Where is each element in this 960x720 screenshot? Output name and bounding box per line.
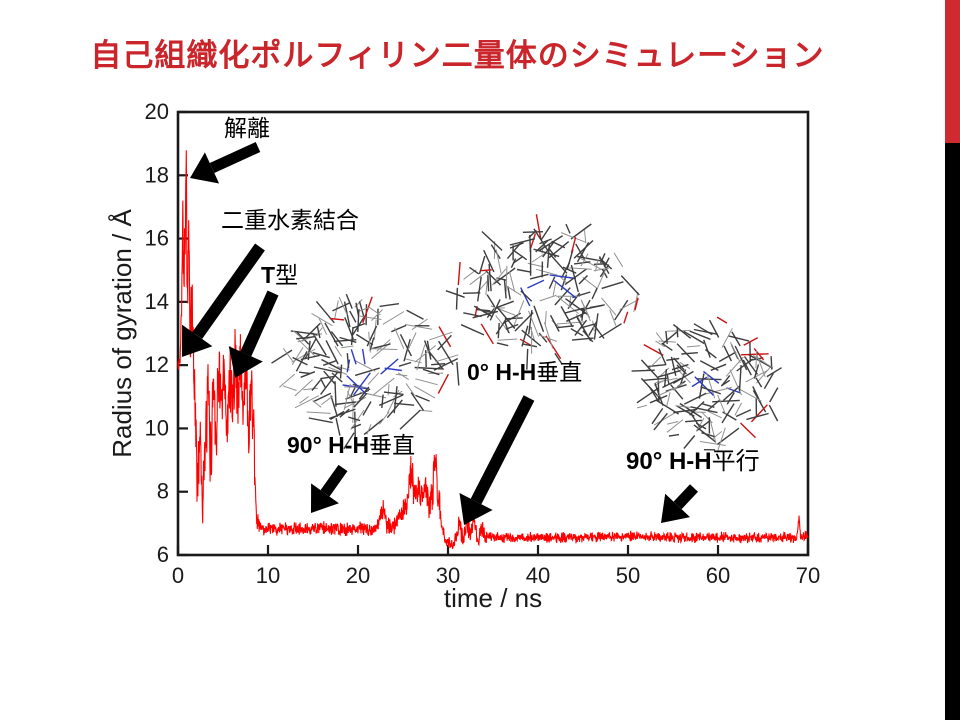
y-tick-label: 12 (145, 352, 169, 377)
porphyrin-dimer-90deg-HH-parallel-structure-image (631, 316, 782, 453)
annotation-arrow-shaft (673, 484, 699, 510)
slide-accent-red-bar (945, 0, 960, 143)
annotation-normal-text: 解離 (224, 115, 270, 141)
y-tick-label: 18 (145, 162, 169, 187)
annotation-arrow-shaft (240, 290, 279, 357)
y-tick-label: 10 (145, 415, 169, 440)
x-tick-label: 70 (796, 563, 820, 588)
annotation-arrow-head (311, 483, 339, 513)
x-tick-label: 50 (616, 563, 640, 588)
x-tick-label: 10 (256, 563, 280, 588)
x-axis-label: time / ns (444, 583, 542, 613)
y-tick-label: 14 (145, 289, 169, 314)
slide-accent-black-bar (945, 143, 960, 720)
annotation-strong-text: T (261, 262, 276, 288)
annotation-strong-text: 0° H-H (467, 359, 537, 385)
annotation-normal-text: 型 (275, 262, 299, 288)
annotation-normal-text: 垂直 (369, 432, 416, 458)
annotation-normal-text: 平行 (711, 448, 760, 475)
y-tick-label: 20 (145, 99, 169, 124)
x-tick-label: 20 (346, 563, 370, 588)
x-tick-label: 30 (436, 563, 460, 588)
annotation-strong-text: 90° H-H (287, 432, 370, 458)
slide-title: 自己組織化ポルフィリン二量体のシミュレーション (90, 38, 825, 73)
annotation-strong-text: 90° H-H (626, 448, 712, 475)
x-tick-label: 60 (706, 563, 730, 588)
porphyrin-dimer-0deg-HH-perpendicular-structure-image (445, 214, 640, 370)
annotation-arrow-head (182, 324, 213, 357)
y-tick-label: 8 (157, 479, 169, 504)
porphyrin-dimer-90deg-HH-perpendicular-structure-image (271, 293, 460, 450)
annotation-arrow-shaft (470, 395, 535, 505)
annotation-label-3: 90° H-H垂直 (287, 432, 416, 458)
y-tick-label: 16 (145, 226, 169, 251)
annotation-label-2: T型 (261, 262, 299, 288)
radius-of-gyration-trace (177, 150, 809, 550)
annotation-arrow-head (190, 152, 220, 184)
annotation-label-5: 90° H-H平行 (626, 448, 760, 475)
annotation-label-4: 0° H-H垂直 (467, 359, 583, 385)
x-tick-label: 0 (172, 563, 184, 588)
annotation-arrow-shaft (209, 141, 261, 173)
annotation-arrow-head (661, 493, 690, 523)
plot-frame (176, 110, 810, 557)
y-axis-label: Radius of gyration / Å (107, 209, 137, 458)
annotation-arrow-head (228, 346, 263, 378)
annotation-label-0: 解離 (224, 115, 270, 141)
annotation-arrow-shaft (192, 243, 265, 339)
annotation-normal-text: 二重水素結合 (221, 207, 359, 233)
y-tick-label: 6 (157, 542, 169, 567)
x-tick-label: 40 (526, 563, 550, 588)
annotation-arrow-shaft (320, 464, 348, 497)
annotation-label-1: 二重水素結合 (221, 207, 359, 233)
annotation-normal-text: 垂直 (536, 359, 583, 385)
annotation-arrow-head (459, 493, 493, 525)
